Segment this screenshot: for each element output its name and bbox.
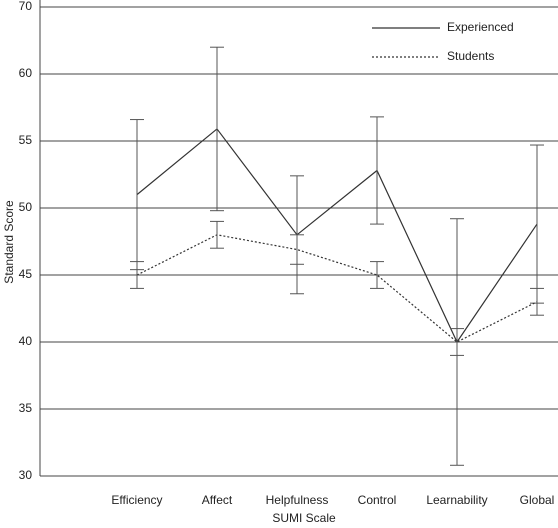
- y-tick-label: 70: [19, 0, 33, 13]
- x-tick-label: Global: [520, 493, 555, 507]
- y-tick-label: 45: [19, 267, 33, 281]
- y-tick-label: 35: [19, 401, 33, 415]
- y-tick-label: 55: [19, 133, 33, 147]
- y-axis-label: Standard Score: [2, 200, 16, 284]
- x-tick-label: Learnability: [426, 493, 487, 507]
- y-tick-label: 60: [19, 66, 33, 80]
- legend-label: Experienced: [447, 20, 514, 34]
- x-tick-label: Efficiency: [111, 493, 162, 507]
- x-tick-label: Control: [358, 493, 397, 507]
- y-tick-label: 40: [19, 334, 33, 348]
- x-tick-label: Affect: [202, 493, 233, 507]
- series-line: [136, 128, 538, 344]
- series-line: [136, 234, 538, 343]
- legend-label: Students: [447, 49, 494, 63]
- x-tick-label: Helpfulness: [266, 493, 329, 507]
- y-tick-label: 50: [19, 200, 33, 214]
- y-tick-label: 30: [19, 468, 33, 482]
- x-axis-label: SUMI Scale: [272, 511, 336, 525]
